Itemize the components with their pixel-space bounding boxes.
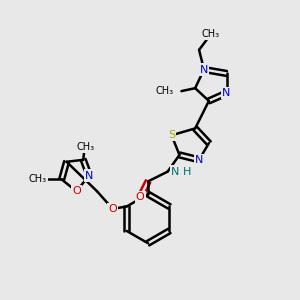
Text: CH₃: CH₃ — [155, 86, 174, 96]
Text: N: N — [195, 155, 203, 165]
Text: H: H — [183, 167, 191, 177]
Text: O: O — [108, 204, 117, 214]
Text: CH₃: CH₃ — [29, 174, 47, 184]
Text: S: S — [168, 130, 175, 140]
Text: N: N — [222, 88, 231, 98]
Text: CH₃: CH₃ — [76, 142, 94, 152]
Text: N: N — [85, 170, 93, 181]
Text: CH₃: CH₃ — [202, 29, 220, 39]
Text: O: O — [136, 192, 145, 202]
Text: N: N — [171, 167, 180, 177]
Text: N: N — [200, 64, 208, 74]
Text: O: O — [72, 186, 81, 196]
